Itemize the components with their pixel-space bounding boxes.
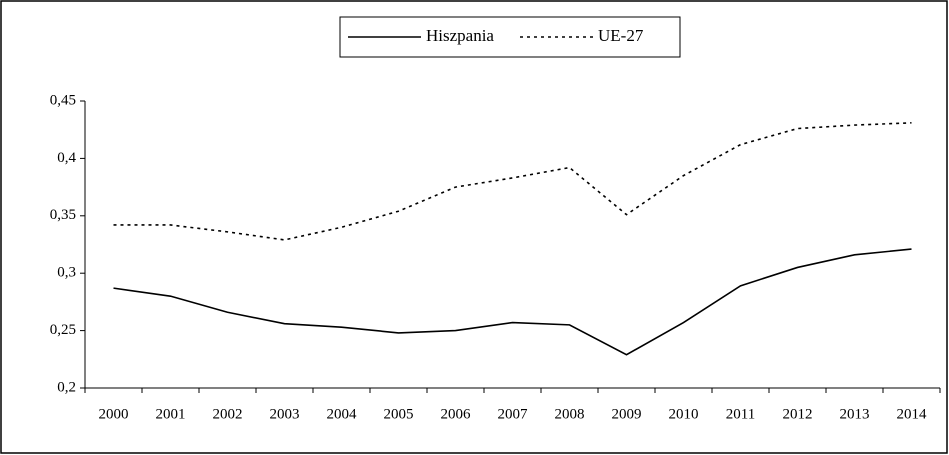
x-tick-label: 2009 xyxy=(612,406,642,422)
series-line xyxy=(113,122,912,241)
x-tick-label: 2002 xyxy=(213,406,243,422)
x-tick-label: 2013 xyxy=(840,406,870,422)
x-tick-label: 2014 xyxy=(897,406,928,422)
x-tick-label: 2007 xyxy=(498,406,529,422)
x-tick-label: 2012 xyxy=(783,406,813,422)
x-tick-label: 2008 xyxy=(555,406,585,422)
y-tick-label: 0,25 xyxy=(50,322,76,338)
x-tick-label: 2000 xyxy=(99,406,129,422)
y-tick-label: 0,45 xyxy=(50,92,76,108)
x-tick-label: 2001 xyxy=(156,406,186,422)
y-tick-label: 0,2 xyxy=(57,379,76,395)
x-tick-label: 2006 xyxy=(441,406,472,422)
x-tick-label: 2003 xyxy=(270,406,300,422)
y-tick-label: 0,3 xyxy=(57,265,76,281)
legend-label: UE-27 xyxy=(598,26,644,45)
legend-label: Hiszpania xyxy=(426,26,494,45)
x-tick-label: 2010 xyxy=(669,406,699,422)
y-tick-label: 0,4 xyxy=(57,150,76,166)
x-tick-label: 2005 xyxy=(384,406,414,422)
series-line xyxy=(113,248,912,356)
x-tick-label: 2011 xyxy=(726,406,755,422)
y-tick-label: 0,35 xyxy=(50,207,76,223)
x-tick-label: 2004 xyxy=(327,406,358,422)
